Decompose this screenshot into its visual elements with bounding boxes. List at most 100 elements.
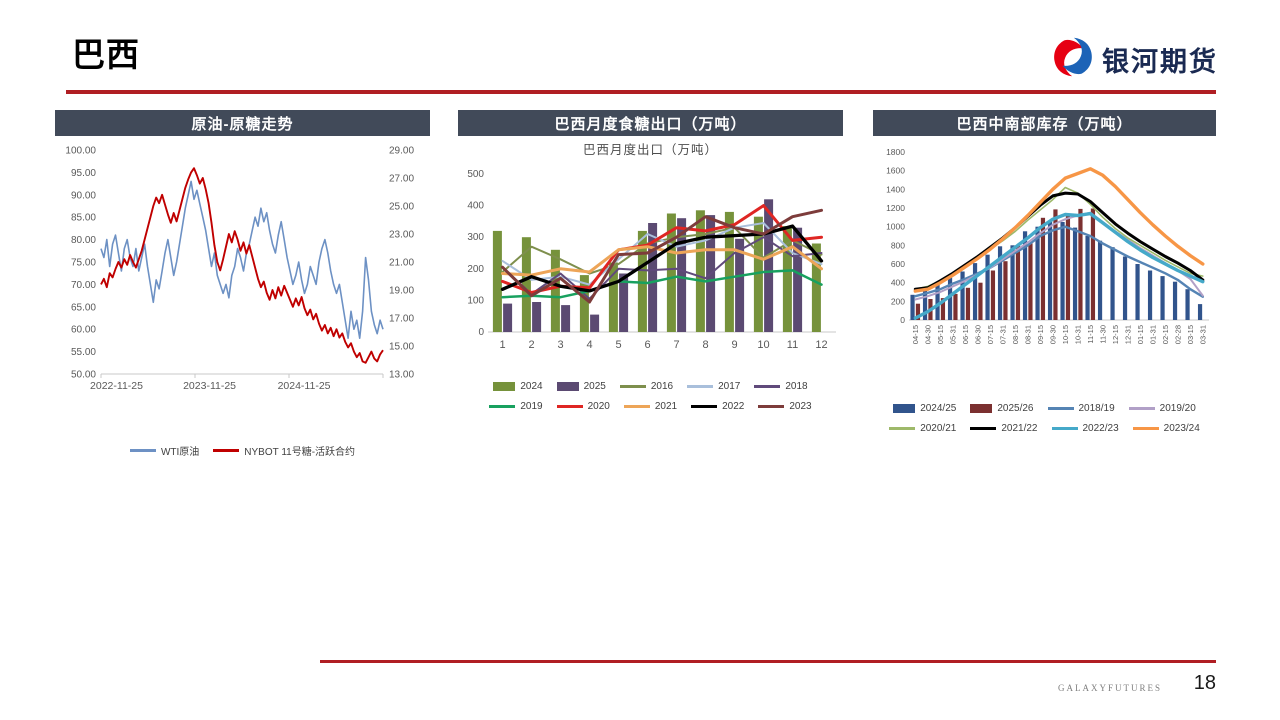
line-swatch: [754, 385, 781, 388]
svg-text:1400: 1400: [886, 184, 905, 194]
legend-item-2022/23: 2022/23: [1051, 423, 1119, 434]
svg-text:200: 200: [467, 264, 484, 275]
svg-text:2023-11-25: 2023-11-25: [183, 380, 236, 392]
legend-row: 2020/21 2021/22 2022/23 2023/24: [889, 423, 1200, 434]
svg-text:1800: 1800: [886, 147, 905, 157]
svg-text:02-15: 02-15: [1161, 325, 1170, 344]
svg-text:04-30: 04-30: [923, 325, 932, 344]
legend-item-WTI原油: WTI原油: [129, 443, 199, 458]
svg-text:27.00: 27.00: [389, 174, 414, 185]
chart-crude-oil-raw-sugar: 50.00 55.00 60.00 65.00 70.00 75.00 80.00 85.00…: [65, 146, 414, 393]
svg-text:08-15: 08-15: [1011, 325, 1020, 344]
galaxy-swirl-icon: [1052, 36, 1094, 83]
svg-text:04-15: 04-15: [911, 325, 920, 344]
svg-text:0: 0: [900, 315, 905, 325]
legend-item-2023/24: 2023/24: [1132, 423, 1200, 434]
svg-text:03-31: 03-31: [1198, 325, 1207, 344]
legend-item-2018: 2018: [754, 381, 808, 392]
line-swatch: [889, 427, 916, 430]
svg-text:10-15: 10-15: [1061, 325, 1070, 344]
legend-label: 2023: [789, 401, 812, 412]
svg-text:95.00: 95.00: [71, 168, 96, 179]
line-swatch: [1051, 427, 1078, 430]
series-2020/21: [914, 186, 1204, 290]
line-swatch: [556, 405, 583, 408]
svg-text:1600: 1600: [886, 166, 905, 176]
svg-text:2024-11-25: 2024-11-25: [278, 380, 331, 392]
legend-label: 2019: [520, 401, 543, 412]
legend-item-2016: 2016: [619, 381, 673, 392]
line-swatch: [623, 405, 650, 408]
svg-text:100.00: 100.00: [65, 146, 96, 157]
chart-panel-crude-sugar: 原油-原糖走势 50.00 55.00 60.00 65.00 70.00 75.00 80…: [55, 110, 430, 458]
svg-text:0: 0: [478, 327, 484, 338]
svg-text:11: 11: [787, 339, 798, 351]
legend-item-2025/26: 2025/26: [970, 403, 1034, 414]
legend-label: NYBOT 11号糖-活跃合约: [244, 447, 356, 458]
legend-item-NYBOT 11号糖-活跃合约: NYBOT 11号糖-活跃合约: [213, 443, 355, 458]
svg-text:07-15: 07-15: [986, 325, 995, 344]
legend-item-2019: 2019: [489, 401, 543, 412]
legend-label: 2020/21: [920, 423, 957, 434]
svg-text:06-15: 06-15: [961, 325, 970, 344]
brand-name: 银河期货: [1102, 47, 1218, 77]
legend-label: 2017: [718, 381, 741, 392]
chart1-legend: WTI原油 NYBOT 11号糖-活跃合约: [55, 443, 430, 458]
svg-text:11-30: 11-30: [1098, 325, 1107, 344]
legend-label: 2023/24: [1163, 423, 1200, 434]
svg-text:1200: 1200: [886, 203, 905, 213]
legend-row: 2024/25 2025/26 2018/19 2019/20: [893, 403, 1196, 414]
svg-text:09-15: 09-15: [1036, 325, 1045, 344]
svg-text:1000: 1000: [886, 222, 905, 232]
svg-text:80.00: 80.00: [71, 235, 96, 246]
line-swatch: [619, 385, 646, 388]
chart3-title: 巴西中南部库存（万吨）: [873, 110, 1216, 136]
svg-text:6: 6: [644, 339, 650, 351]
line-swatch: [1128, 407, 1155, 410]
chart1-title: 原油-原糖走势: [55, 110, 430, 136]
svg-text:13.00: 13.00: [389, 370, 414, 381]
svg-text:4: 4: [586, 339, 592, 351]
legend-row: 2019 2020 2021 2022 2023: [489, 401, 812, 412]
page-number: 18: [1193, 672, 1216, 694]
legend-row: WTI原油 NYBOT 11号糖-活跃合约: [129, 443, 355, 458]
legend-label: 2024: [520, 381, 543, 392]
legend-item-2025: 2025: [556, 381, 606, 392]
series-2019: [501, 269, 823, 299]
logo-red-swirl: [1054, 39, 1084, 77]
svg-text:03-15: 03-15: [1186, 325, 1195, 344]
legend-label: 2019/20: [1159, 403, 1196, 414]
svg-text:8: 8: [702, 339, 708, 351]
brazil-center-south-inventory-plot: 0 200 400 600 800 1000 1200 1400 1600 1800 04-15 04…: [886, 147, 1209, 344]
footer-brand: GALAXYFUTURES: [1057, 683, 1162, 693]
svg-text:7: 7: [673, 339, 679, 351]
galaxy-swirl-icon-svg: [1054, 37, 1092, 77]
svg-text:400: 400: [891, 278, 905, 288]
series-2022/23: [913, 211, 1205, 320]
svg-text:3: 3: [557, 339, 563, 351]
svg-text:21.00: 21.00: [389, 258, 414, 269]
legend-item-2024: 2024: [493, 381, 543, 392]
bar-swatch: [556, 382, 579, 391]
svg-text:5: 5: [615, 339, 621, 351]
chart-panel-inventory: 巴西中南部库存（万吨） 0 200 400 600 800 1000 1200 1400 160…: [873, 110, 1216, 434]
chart2-legend: 2024 2025 2016 2017 2018 2019 2020 2021 2022 2023: [458, 381, 843, 412]
svg-text:10: 10: [757, 339, 769, 351]
svg-text:15.00: 15.00: [389, 342, 414, 353]
svg-text:800: 800: [891, 240, 905, 250]
svg-text:01-31: 01-31: [1148, 325, 1157, 344]
svg-text:1: 1: [499, 339, 505, 351]
legend-row: 2024 2025 2016 2017 2018: [493, 381, 808, 392]
legend-item-2020/21: 2020/21: [889, 423, 956, 434]
bar-swatch: [493, 382, 516, 391]
svg-text:2: 2: [528, 339, 534, 351]
svg-text:05-31: 05-31: [948, 325, 957, 344]
chart2-subtitle: 巴西月度出口（万吨）: [582, 142, 718, 157]
chart3-legend: 2024/25 2025/26 2018/19 2019/20 2020/21 2021/…: [873, 403, 1216, 434]
series-2018: [501, 236, 823, 300]
line-swatch: [1132, 427, 1159, 430]
legend-item-2021/22: 2021/22: [970, 423, 1038, 434]
svg-text:07-31: 07-31: [998, 325, 1007, 344]
